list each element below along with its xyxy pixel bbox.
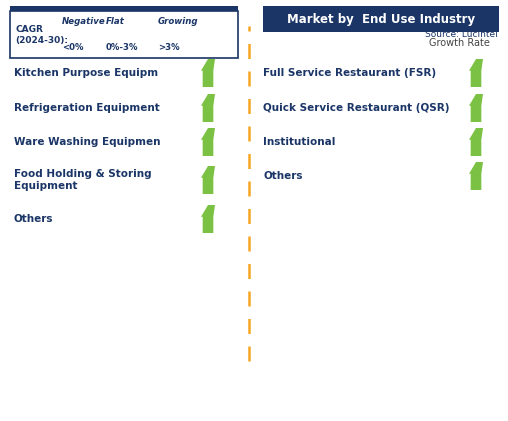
Text: Market by  Product: Market by Product [60, 13, 187, 26]
Text: >3%: >3% [158, 43, 180, 52]
Text: Market by  End Use Industry: Market by End Use Industry [287, 13, 475, 26]
Text: Others: Others [263, 171, 302, 181]
Text: Quick Service Restaurant (QSR): Quick Service Restaurant (QSR) [263, 103, 450, 113]
Polygon shape [469, 128, 483, 156]
FancyBboxPatch shape [10, 11, 238, 58]
FancyBboxPatch shape [10, 6, 238, 32]
Text: Others: Others [14, 214, 53, 224]
Text: Refrigeration Equipment: Refrigeration Equipment [14, 103, 160, 113]
Text: Flat: Flat [106, 17, 125, 26]
Polygon shape [172, 28, 184, 50]
Text: Growth Rate: Growth Rate [429, 38, 490, 48]
Polygon shape [105, 30, 129, 42]
Text: Growth Rate: Growth Rate [161, 38, 222, 48]
Polygon shape [201, 94, 215, 122]
FancyBboxPatch shape [263, 6, 499, 32]
Polygon shape [201, 128, 215, 156]
Polygon shape [201, 59, 215, 87]
Text: Institutional: Institutional [263, 137, 335, 147]
Text: Full Service Restaurant (FSR): Full Service Restaurant (FSR) [263, 68, 436, 78]
Text: Source: Lucintel: Source: Lucintel [425, 30, 498, 39]
Polygon shape [201, 205, 215, 233]
Text: Food Holding & Storing
Equipment: Food Holding & Storing Equipment [14, 169, 151, 191]
Polygon shape [469, 59, 483, 87]
Polygon shape [201, 166, 215, 194]
Text: Ware Washing Equipmen: Ware Washing Equipmen [14, 137, 161, 147]
Text: Negative: Negative [62, 17, 106, 26]
Text: Kitchen Purpose Equipm: Kitchen Purpose Equipm [14, 68, 158, 78]
Text: 0%-3%: 0%-3% [106, 43, 139, 52]
Text: (2024-30):: (2024-30): [15, 36, 68, 45]
Text: Growing: Growing [158, 17, 199, 26]
Text: <0%: <0% [62, 43, 83, 52]
Polygon shape [469, 94, 483, 122]
Text: CAGR: CAGR [15, 25, 43, 34]
Polygon shape [469, 162, 483, 190]
Polygon shape [74, 29, 84, 49]
